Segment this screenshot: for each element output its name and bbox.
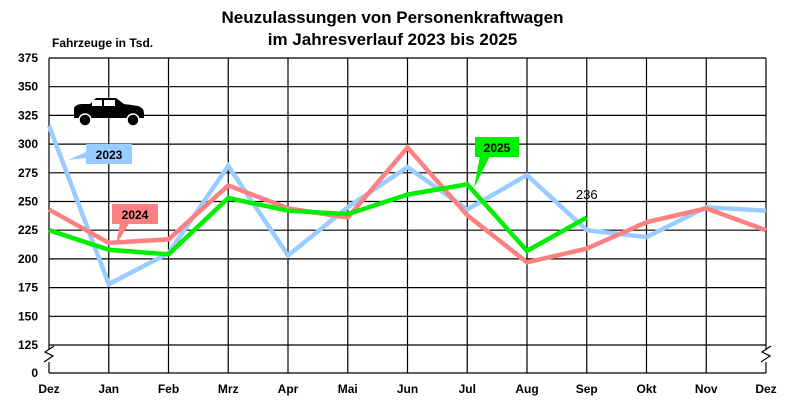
x-tick-label: Dez [755, 382, 776, 396]
chart-subtitle: im Jahresverlauf 2023 bis 2025 [267, 30, 518, 49]
axis-break-icon [760, 345, 772, 363]
y-tick-label: 275 [18, 166, 38, 180]
x-tick-label: Jan [98, 382, 119, 396]
y-tick-label: 375 [18, 51, 38, 65]
callout-pointer [116, 222, 130, 245]
y-tick-label: 200 [18, 252, 38, 266]
x-tick-label: Aug [515, 382, 538, 396]
car-icon-part [126, 113, 140, 127]
x-tick-label: Dez [38, 382, 59, 396]
x-tick-label: Nov [695, 382, 718, 396]
series-line-2024 [47, 144, 767, 265]
legend-label-2024: 2024 [122, 208, 149, 222]
legend-label-2025: 2025 [484, 141, 511, 155]
car-icon-part [92, 100, 102, 106]
y-axis-label: Fahrzeuge in Tsd. [52, 36, 154, 50]
y-tick-label: 350 [18, 80, 38, 94]
legend-box-2024 [112, 204, 158, 224]
x-tick-label: Mai [338, 382, 358, 396]
data-label: 236 [576, 187, 598, 202]
legend-label-2023: 2023 [96, 148, 123, 162]
y-tick-label: 175 [18, 281, 38, 295]
x-tick-label: Okt [636, 382, 656, 396]
axis-break-icon [43, 345, 55, 363]
x-tick-label: Jun [397, 382, 418, 396]
x-tick-label: Jul [459, 382, 476, 396]
callout-pointer [68, 152, 86, 160]
legend-box-2025 [475, 137, 519, 157]
x-tick-label: Feb [158, 382, 179, 396]
y-tick-label: 300 [18, 137, 38, 151]
car-icon-part [104, 100, 115, 106]
series-line-2025 [48, 181, 588, 257]
x-tick-label: Mrz [218, 382, 239, 396]
car-icon-part [74, 98, 144, 118]
x-tick-label: Sep [576, 382, 598, 396]
y-tick-label: 0 [31, 366, 38, 380]
y-tick-label: 150 [18, 309, 38, 323]
y-tick-label: 225 [18, 223, 38, 237]
x-tick-label: Apr [278, 382, 299, 396]
chart-title: Neuzulassungen von Personenkraftwagen [221, 8, 564, 27]
y-tick-label: 250 [18, 195, 38, 209]
car-icon-part [78, 113, 92, 127]
y-tick-label: 125 [18, 338, 38, 352]
car-icon [74, 98, 144, 127]
legend-box-2023 [86, 144, 132, 164]
callout-pointer [474, 156, 490, 188]
y-tick-label: 325 [18, 108, 38, 122]
